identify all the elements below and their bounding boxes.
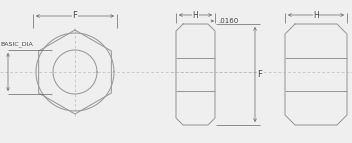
Text: H: H [193,10,199,19]
Text: BASIC_DIA: BASIC_DIA [0,41,33,47]
Text: H: H [313,10,319,19]
Text: F: F [73,11,77,20]
Text: F: F [257,70,262,79]
Text: .0160: .0160 [218,18,238,24]
